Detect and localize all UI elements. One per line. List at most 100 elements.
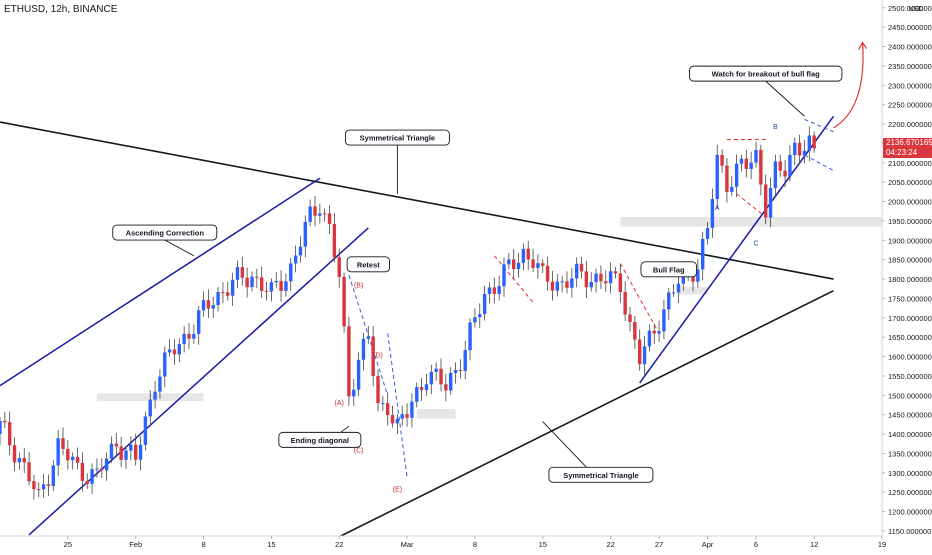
candle-body bbox=[676, 283, 681, 293]
bar-countdown: 04:23:24 bbox=[886, 148, 918, 157]
callout-ascending-correction-box bbox=[112, 224, 218, 241]
candle-body bbox=[289, 263, 293, 282]
candle-body bbox=[739, 158, 744, 164]
candle-body bbox=[250, 276, 254, 288]
candle-body bbox=[613, 271, 618, 274]
breakout-arrow-head bbox=[858, 41, 868, 50]
candle-body bbox=[177, 344, 182, 355]
wave-dashed-2 bbox=[387, 333, 408, 477]
candle-body bbox=[56, 438, 60, 466]
candle-body bbox=[734, 163, 739, 187]
price-axis-bg bbox=[882, 0, 932, 550]
candle-body bbox=[303, 221, 308, 247]
callout-bull-flag-box bbox=[640, 261, 698, 278]
candle-body bbox=[531, 259, 535, 268]
candle-body bbox=[400, 414, 404, 419]
price-tick-label: 2400.000000 bbox=[888, 43, 932, 52]
candle-body bbox=[206, 300, 211, 309]
price-tick-label: 2450.000000 bbox=[888, 23, 932, 32]
candle-body bbox=[555, 281, 560, 291]
last-price-tag: 2136.670165 04:23:24 bbox=[883, 138, 932, 158]
time-tick-label: Feb bbox=[129, 540, 142, 549]
candles-layer bbox=[0, 126, 816, 500]
candle-body bbox=[109, 443, 114, 459]
candle-body bbox=[235, 267, 240, 280]
callout-retest-text: Retest bbox=[357, 260, 380, 269]
price-tick-label: 1750.000000 bbox=[888, 294, 932, 303]
price-tick-label: 1400.000000 bbox=[888, 430, 932, 439]
candle-body bbox=[27, 462, 31, 482]
candle-body bbox=[570, 278, 574, 288]
candle-body bbox=[744, 158, 749, 169]
candle-body bbox=[579, 263, 584, 272]
candle-body bbox=[318, 213, 322, 216]
upper-symmetrical-triangle-line bbox=[0, 121, 834, 280]
candle-body bbox=[550, 281, 555, 291]
wave-label-6: B bbox=[773, 124, 778, 131]
candle-body bbox=[192, 333, 196, 339]
candle-body bbox=[17, 457, 22, 463]
candle-body bbox=[439, 368, 443, 385]
wave-label-0: (A) bbox=[335, 400, 344, 407]
candle-body bbox=[662, 309, 666, 332]
price-tick-label: 1850.000000 bbox=[888, 256, 932, 265]
candle-body bbox=[7, 422, 12, 446]
candle-body bbox=[802, 150, 807, 156]
callout-ascending-correction-text: Ascending Correction bbox=[126, 229, 205, 238]
candle-body bbox=[618, 273, 623, 292]
wave-label-7: C bbox=[753, 241, 758, 248]
time-tick-label: 19 bbox=[878, 540, 886, 549]
candle-body bbox=[342, 276, 346, 327]
candle-body bbox=[453, 369, 458, 373]
candle-body bbox=[163, 352, 167, 377]
candle-body bbox=[434, 368, 438, 372]
wave-dashed-4 bbox=[619, 263, 660, 334]
candle-body bbox=[511, 259, 516, 270]
candle-body bbox=[444, 384, 448, 391]
candle-body bbox=[768, 188, 773, 218]
price-tick-label: 1800.000000 bbox=[888, 275, 932, 284]
price-tick-label: 1950.000000 bbox=[888, 217, 932, 226]
candle-body bbox=[516, 262, 521, 270]
candle-body bbox=[221, 292, 225, 294]
candle-body bbox=[507, 259, 511, 265]
candle-body bbox=[167, 349, 172, 353]
candle-body bbox=[308, 206, 312, 222]
candle-body bbox=[90, 469, 94, 484]
candle-body bbox=[541, 263, 545, 266]
candle-body bbox=[332, 223, 337, 258]
candle-body bbox=[536, 263, 540, 268]
price-tick-label: 2050.000000 bbox=[888, 178, 932, 187]
candle-body bbox=[594, 273, 598, 283]
callout-symmetrical-triangle-bottom-text: Symmetrical Triangle bbox=[563, 471, 638, 480]
candle-body bbox=[473, 317, 477, 323]
candle-body bbox=[657, 331, 661, 334]
time-tick-label: 15 bbox=[539, 540, 547, 549]
candle-body bbox=[133, 444, 138, 460]
callout-symmetrical-triangle-top-text: Symmetrical Triangle bbox=[360, 134, 435, 143]
last-price-value: 2136.670165 bbox=[886, 138, 932, 147]
candle-body bbox=[385, 403, 390, 416]
wave-label-1: (B) bbox=[354, 283, 363, 290]
time-tick-label: 15 bbox=[267, 540, 275, 549]
candle-body bbox=[608, 271, 613, 284]
candle-body bbox=[715, 154, 719, 200]
price-tick-label: 2200.000000 bbox=[888, 120, 932, 129]
candle-body bbox=[255, 276, 259, 278]
callout-watch-breakout-pointer bbox=[765, 80, 805, 117]
candle-body bbox=[589, 282, 593, 288]
time-tick-label: 22 bbox=[335, 540, 343, 549]
candle-body bbox=[114, 443, 119, 447]
candle-body bbox=[793, 142, 797, 156]
candle-body bbox=[633, 321, 637, 340]
candle-body bbox=[22, 457, 26, 463]
candle-body bbox=[12, 445, 17, 463]
flag-lower-line bbox=[804, 154, 834, 171]
candle-body bbox=[138, 444, 143, 460]
candle-body bbox=[395, 418, 400, 424]
callout-retest-box bbox=[346, 256, 390, 273]
time-tick-label: 25 bbox=[64, 540, 72, 549]
time-tick-label: 8 bbox=[473, 540, 477, 549]
